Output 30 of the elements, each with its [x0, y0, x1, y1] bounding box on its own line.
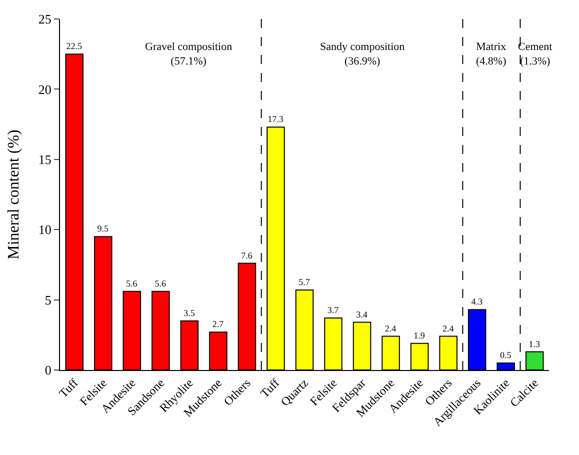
- data-label: 3.4: [356, 309, 368, 320]
- data-label: 3.5: [184, 308, 196, 318]
- data-label: 1.3: [528, 338, 540, 349]
- annotation: Sandy composition (36.9%): [320, 41, 406, 68]
- y-tick-label: 20: [38, 82, 52, 97]
- y-tick-label: 5: [44, 292, 52, 308]
- y-tick-label: 15: [38, 152, 52, 167]
- annotation: Matrix (4.8%): [476, 41, 507, 68]
- y-tick-label: 25: [38, 12, 52, 27]
- data-label: 2.4: [384, 323, 397, 334]
- data-label: 2.7: [212, 319, 224, 330]
- annotation: Gravel composition (57.1%): [145, 41, 233, 68]
- data-label: 5.6: [154, 278, 167, 288]
- data-label: 1.9: [414, 330, 426, 340]
- data-label: 5.7: [298, 276, 310, 287]
- data-label: 2.4: [442, 323, 454, 334]
- data-label: 0.5: [500, 350, 512, 360]
- annotation: Cement (1.3%): [518, 41, 552, 68]
- x-tick-label: Tuff: [258, 376, 282, 400]
- data-label: 9.5: [97, 224, 110, 234]
- data-label: 22.5: [66, 41, 83, 52]
- data-label: 17.3: [268, 114, 284, 124]
- data-label: 5.6: [126, 278, 138, 288]
- y-axis-title: Mineral content (%): [5, 130, 22, 260]
- data-label: 3.7: [327, 305, 340, 316]
- data-label: 4.3: [471, 296, 483, 307]
- y-tick-label: 10: [38, 222, 52, 238]
- data-label: 7.6: [241, 250, 253, 260]
- x-tick-label: Tuff: [56, 376, 81, 400]
- y-tick-label: 0: [44, 362, 52, 378]
